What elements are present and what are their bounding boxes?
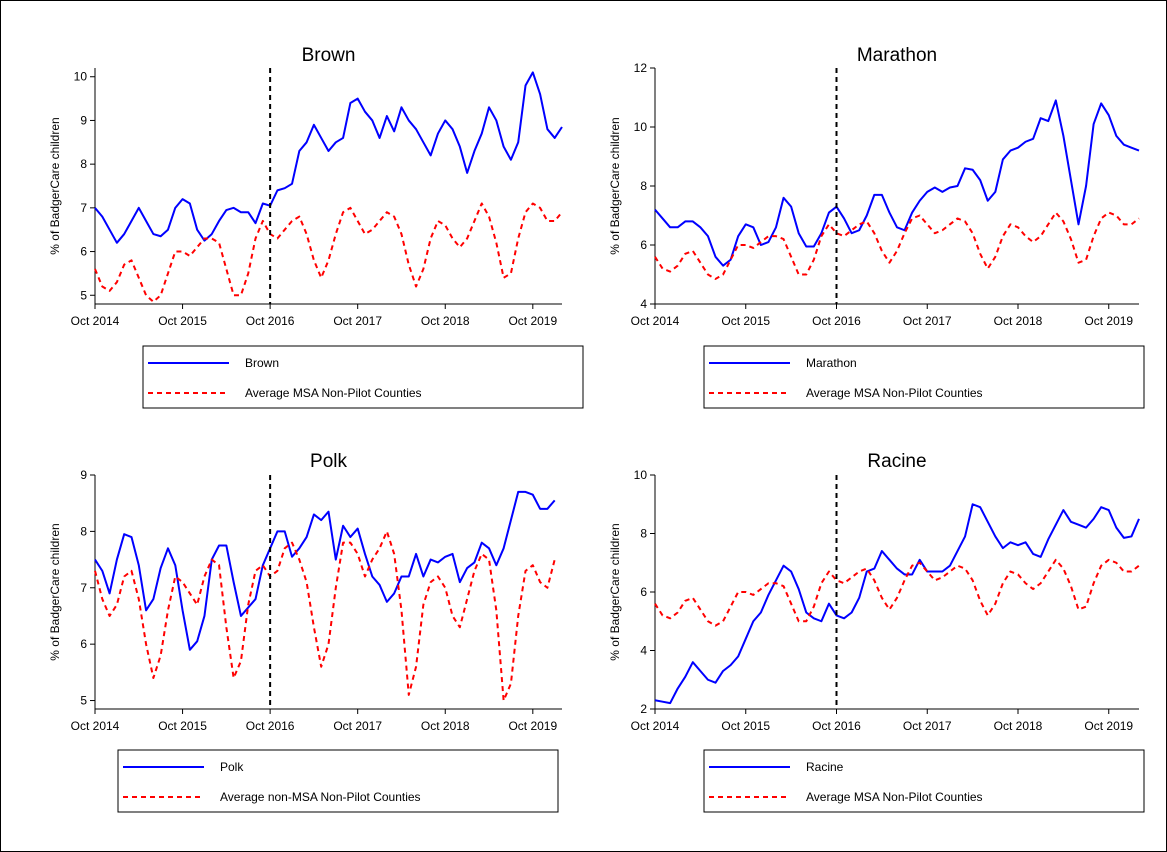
x-tick-label: Oct 2015: [721, 314, 770, 328]
legend-box: [703, 749, 1145, 813]
x-tick-label: Oct 2014: [631, 314, 680, 328]
y-tick-label: 6: [640, 585, 647, 599]
chart-panel-3: Racine % of BadgerCare children 2 4 6 8 10 Oct …: [608, 451, 1145, 813]
y-tick-label: 5: [80, 694, 87, 708]
series-line-0: [94, 71, 563, 244]
y-tick-label: 7: [80, 201, 87, 215]
y-tick-label: 5: [80, 288, 87, 302]
chart-title: Racine: [867, 451, 926, 472]
x-tick-label: Oct 2016: [812, 314, 861, 328]
legend-label: Average MSA Non-Pilot Counties: [806, 386, 983, 400]
y-tick-label: 4: [640, 297, 647, 311]
x-tick-label: Oct 2016: [246, 314, 295, 328]
x-tick-label: Oct 2018: [994, 314, 1043, 328]
legend-label: Marathon: [806, 356, 857, 370]
x-tick-label: Oct 2018: [994, 719, 1043, 733]
x-tick-label: Oct 2019: [1084, 719, 1133, 733]
y-tick-label: 8: [640, 527, 647, 541]
chart-title: Brown: [302, 45, 356, 66]
series-line-0: [654, 99, 1140, 267]
y-tick-label: 9: [80, 468, 87, 482]
y-tick-label: 10: [634, 120, 648, 134]
y-tick-label: 4: [640, 644, 647, 658]
legend-box: [142, 345, 584, 409]
y-axis-label: % of BadgerCare children: [48, 117, 62, 254]
y-tick-label: 8: [80, 157, 87, 171]
x-tick-label: Oct 2015: [158, 719, 207, 733]
x-tick-label: Oct 2015: [158, 314, 207, 328]
series-line-0: [654, 503, 1140, 705]
x-tick-label: Oct 2016: [812, 719, 861, 733]
legend-box: [703, 345, 1145, 409]
legend-label: Average MSA Non-Pilot Counties: [806, 790, 983, 804]
x-tick-label: Oct 2018: [421, 314, 470, 328]
chart-panel-1: Marathon % of BadgerCare children 4 6 8 10 12 O…: [608, 45, 1145, 409]
y-tick-label: 6: [80, 245, 87, 259]
x-tick-label: Oct 2017: [903, 719, 952, 733]
x-tick-label: Oct 2014: [631, 719, 680, 733]
x-tick-label: Oct 2019: [508, 719, 557, 733]
series-line-0: [94, 490, 556, 651]
x-tick-label: Oct 2018: [421, 719, 470, 733]
x-tick-label: Oct 2014: [71, 719, 120, 733]
legend-box: [117, 749, 559, 813]
x-tick-label: Oct 2014: [71, 314, 120, 328]
y-tick-label: 12: [634, 61, 648, 75]
legend-label: Polk: [220, 760, 244, 774]
y-tick-label: 6: [640, 238, 647, 252]
y-tick-label: 2: [640, 702, 647, 716]
chart-panel-0: Brown % of BadgerCare children 5 6 7 8 9 10 Oct …: [48, 45, 584, 409]
y-axis-label: % of BadgerCare children: [608, 523, 622, 660]
y-axis-label: % of BadgerCare children: [608, 117, 622, 254]
x-tick-label: Oct 2017: [903, 314, 952, 328]
x-tick-label: Oct 2019: [1084, 314, 1133, 328]
legend-label: Average MSA Non-Pilot Counties: [245, 386, 422, 400]
y-tick-label: 6: [80, 637, 87, 651]
x-tick-label: Oct 2017: [333, 314, 382, 328]
y-tick-label: 7: [80, 581, 87, 595]
y-tick-label: 10: [634, 468, 648, 482]
x-tick-label: Oct 2015: [721, 719, 770, 733]
legend: Marathon Average MSA Non-Pilot Counties: [703, 345, 1145, 409]
x-tick-label: Oct 2017: [333, 719, 382, 733]
legend-label: Racine: [806, 760, 844, 774]
legend-label: Brown: [245, 356, 279, 370]
series-line-1: [654, 211, 1140, 280]
legend: Racine Average MSA Non-Pilot Counties: [703, 749, 1145, 813]
legend: Brown Average MSA Non-Pilot Counties: [142, 345, 584, 409]
y-tick-label: 8: [80, 524, 87, 538]
x-tick-label: Oct 2016: [246, 719, 295, 733]
chart-title: Marathon: [857, 45, 937, 66]
legend: Polk Average non-MSA Non-Pilot Counties: [117, 749, 559, 813]
y-axis-label: % of BadgerCare children: [48, 523, 62, 660]
chart-title: Polk: [310, 451, 347, 472]
chart-panel-2: Polk % of BadgerCare children 5 6 7 8 9 Oct 201…: [48, 451, 562, 813]
legend-label: Average non-MSA Non-Pilot Counties: [220, 790, 421, 804]
series-line-1: [94, 202, 563, 303]
x-tick-label: Oct 2019: [508, 314, 557, 328]
series-line-1: [654, 558, 1140, 627]
y-tick-label: 9: [80, 113, 87, 127]
y-tick-label: 10: [74, 70, 88, 84]
y-tick-label: 8: [640, 179, 647, 193]
